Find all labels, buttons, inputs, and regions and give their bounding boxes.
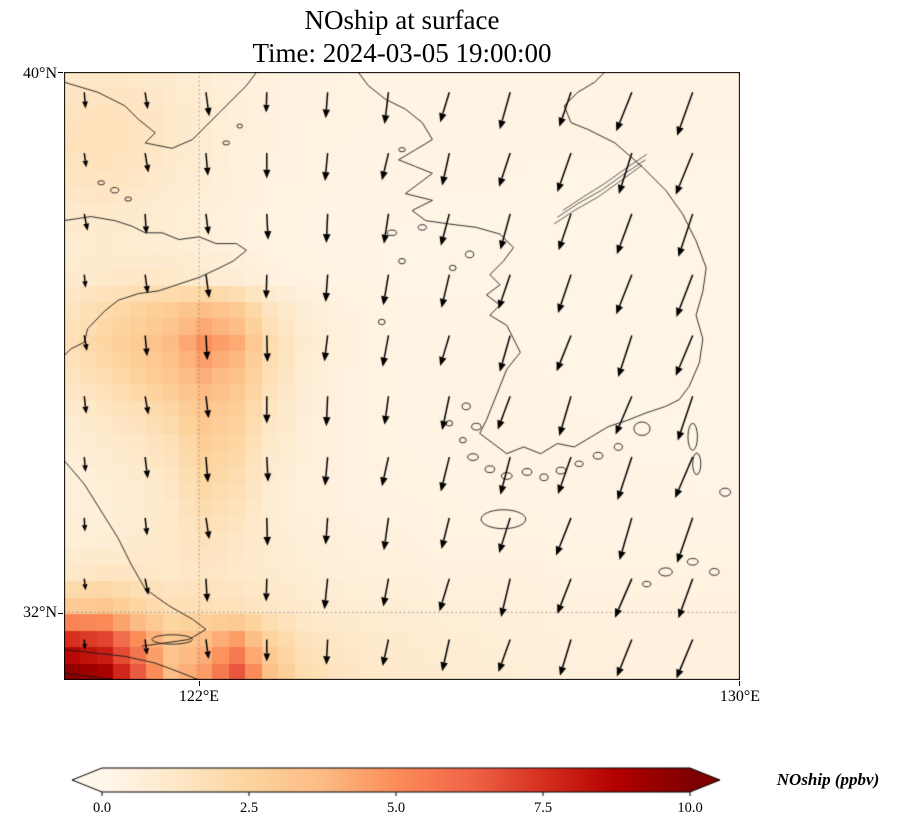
axis-tick [199, 681, 200, 686]
colorbar-tick-label: 0.0 [92, 800, 112, 816]
colorbar-tick-label: 2.5 [239, 800, 259, 816]
y-tick-label-40n: 40°N [23, 65, 57, 82]
x-tick-label-130e: 130°E [719, 688, 761, 705]
axis-tick [58, 72, 63, 73]
colorbar-label: NOship (ppbv) [776, 770, 880, 789]
colorbar-tick-label: 5.0 [386, 800, 406, 816]
chart-subtitle: Time: 2024-03-05 19:00:00 [252, 38, 552, 68]
colorbar-canvas [70, 766, 722, 798]
axis-tick [739, 681, 740, 686]
axis-tick [58, 613, 63, 614]
x-tick-label-122e: 122°E [178, 688, 220, 705]
chart-title: NOship at surface [304, 5, 500, 35]
colorbar-tick-label: 10.0 [677, 800, 703, 816]
colorbar-tick-label: 7.5 [533, 800, 553, 816]
y-tick-label-32n: 32°N [23, 604, 57, 621]
map-canvas [64, 72, 740, 680]
